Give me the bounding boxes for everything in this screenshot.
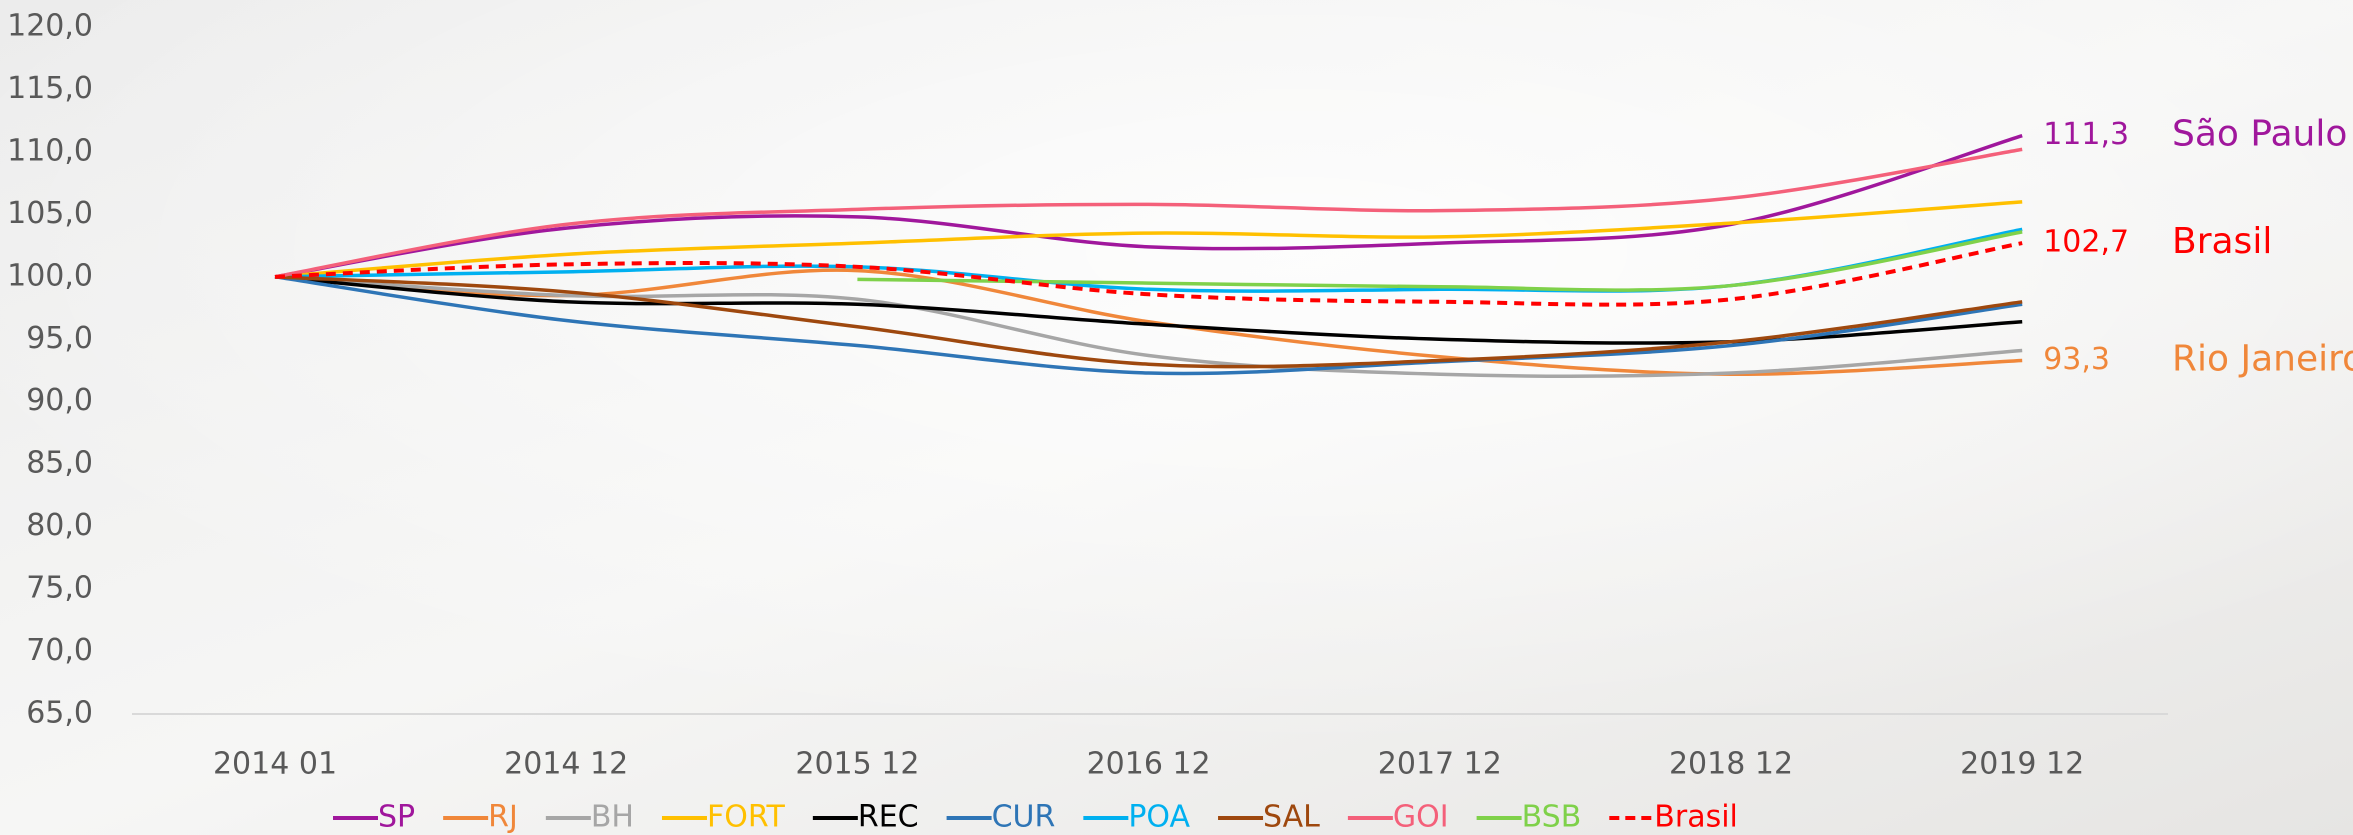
x-tick-label: 2018 12 <box>1669 747 1793 782</box>
y-tick-label: 75,0 <box>26 571 93 606</box>
x-tick-label: 2014 01 <box>213 747 337 782</box>
y-tick-label: 115,0 <box>7 71 93 106</box>
legend-label: BH <box>591 800 634 835</box>
legend-label: GOI <box>1393 800 1449 835</box>
legend-label: CUR <box>992 800 1056 835</box>
legend-label: BSB <box>1522 800 1582 835</box>
legend-label: SP <box>378 800 415 835</box>
x-tick-label: 2015 12 <box>795 747 919 782</box>
legend-label: FORT <box>707 800 786 835</box>
y-tick-label: 70,0 <box>26 633 93 668</box>
y-tick-label: 65,0 <box>26 696 93 731</box>
y-tick-label: 85,0 <box>26 446 93 481</box>
legend-label: REC <box>858 800 919 835</box>
background-glow <box>0 0 2353 835</box>
y-tick-label: 120,0 <box>7 9 93 44</box>
chart: 65,0 70,0 75,0 80,0 85,0 90,0 95,0 100,0 105,0 11… <box>0 0 2353 835</box>
value-label: 102,7 <box>2043 225 2129 260</box>
x-tick-label: 2019 12 <box>1960 747 2084 782</box>
y-tick-label: 100,0 <box>7 258 93 293</box>
page: {"chart_data": {"type": "line", "categor… <box>0 0 2353 835</box>
value-label: 93,3 <box>2043 342 2110 377</box>
legend-label: Brasil <box>1654 800 1738 835</box>
x-tick-label: 2017 12 <box>1378 747 1502 782</box>
y-tick-label: 105,0 <box>7 196 93 231</box>
legend-label: POA <box>1128 800 1190 835</box>
legend-label: SAL <box>1263 800 1320 835</box>
y-tick-label: 95,0 <box>26 321 93 356</box>
value-label: 111,3 <box>2043 117 2129 152</box>
legend-label: RJ <box>488 800 518 835</box>
x-tick-label: 2016 12 <box>1087 747 1211 782</box>
annotation: Brasil <box>2172 221 2272 262</box>
y-tick-label: 110,0 <box>7 133 93 168</box>
annotation: São Paulo <box>2172 114 2347 155</box>
annotation: Rio Janeiro <box>2172 339 2353 380</box>
y-tick-label: 90,0 <box>26 383 93 418</box>
y-tick-label: 80,0 <box>26 508 93 543</box>
x-tick-label: 2014 12 <box>504 747 628 782</box>
